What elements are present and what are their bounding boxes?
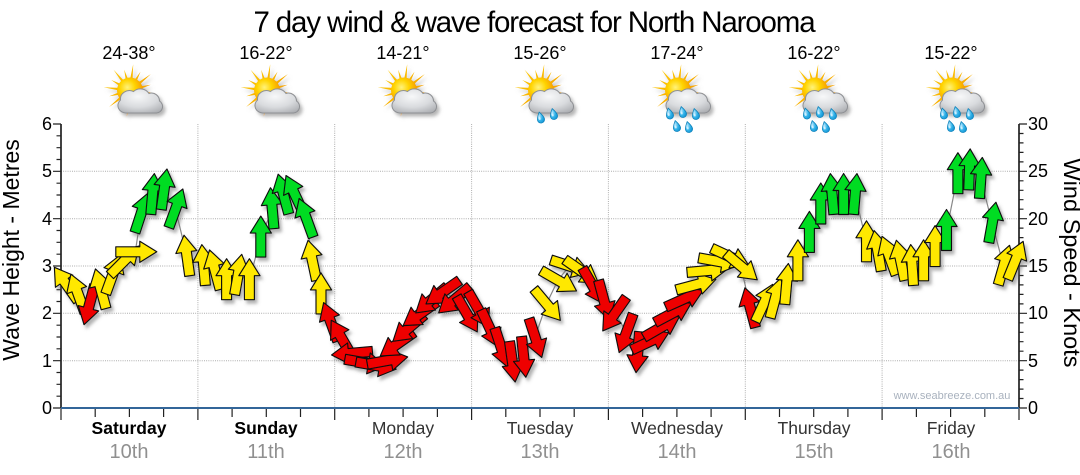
svg-text:5: 5 <box>42 161 52 181</box>
svg-text:1: 1 <box>42 351 52 371</box>
svg-text:Thursday: Thursday <box>778 418 851 438</box>
svg-text:6: 6 <box>42 114 52 134</box>
svg-text:20: 20 <box>1028 209 1048 229</box>
svg-text:Saturday: Saturday <box>92 418 167 438</box>
svg-text:30: 30 <box>1028 114 1048 134</box>
svg-text:11th: 11th <box>247 441 284 463</box>
svg-text:15th: 15th <box>795 441 834 463</box>
svg-text:25: 25 <box>1028 161 1048 181</box>
svg-text:17-24°: 17-24° <box>650 43 703 63</box>
svg-text:4: 4 <box>42 209 52 229</box>
svg-text:Friday: Friday <box>927 418 976 438</box>
svg-text:15-26°: 15-26° <box>513 43 566 63</box>
svg-text:16-22°: 16-22° <box>787 43 840 63</box>
svg-text:Wednesday: Wednesday <box>631 418 723 438</box>
svg-text:10th: 10th <box>110 441 149 463</box>
svg-text:Tuesday: Tuesday <box>507 418 574 438</box>
svg-text:0: 0 <box>42 398 52 418</box>
svg-text:Wind Speed - Knots: Wind Speed - Knots <box>1059 159 1080 368</box>
svg-text:12th: 12th <box>384 441 423 463</box>
svg-text:13th: 13th <box>521 441 560 463</box>
svg-text:10: 10 <box>1028 303 1048 323</box>
svg-text:14-21°: 14-21° <box>376 43 429 63</box>
svg-text:24-38°: 24-38° <box>102 43 155 63</box>
svg-text:Monday: Monday <box>372 418 435 438</box>
svg-text:15-22°: 15-22° <box>924 43 977 63</box>
svg-text:3: 3 <box>42 256 52 276</box>
svg-text:5: 5 <box>1028 351 1038 371</box>
svg-text:15: 15 <box>1028 256 1048 276</box>
svg-text:7 day wind & wave forecast for: 7 day wind & wave forecast for North Nar… <box>254 6 817 39</box>
svg-text:16th: 16th <box>932 441 971 463</box>
svg-text:2: 2 <box>42 303 52 323</box>
svg-text:0: 0 <box>1028 398 1038 418</box>
svg-text:16-22°: 16-22° <box>239 43 292 63</box>
svg-text:Sunday: Sunday <box>234 418 297 438</box>
svg-text:14th: 14th <box>658 441 697 463</box>
svg-text:www.seabreeze.com.au: www.seabreeze.com.au <box>893 390 1011 402</box>
svg-text:Wave Height - Metres: Wave Height - Metres <box>0 139 24 361</box>
